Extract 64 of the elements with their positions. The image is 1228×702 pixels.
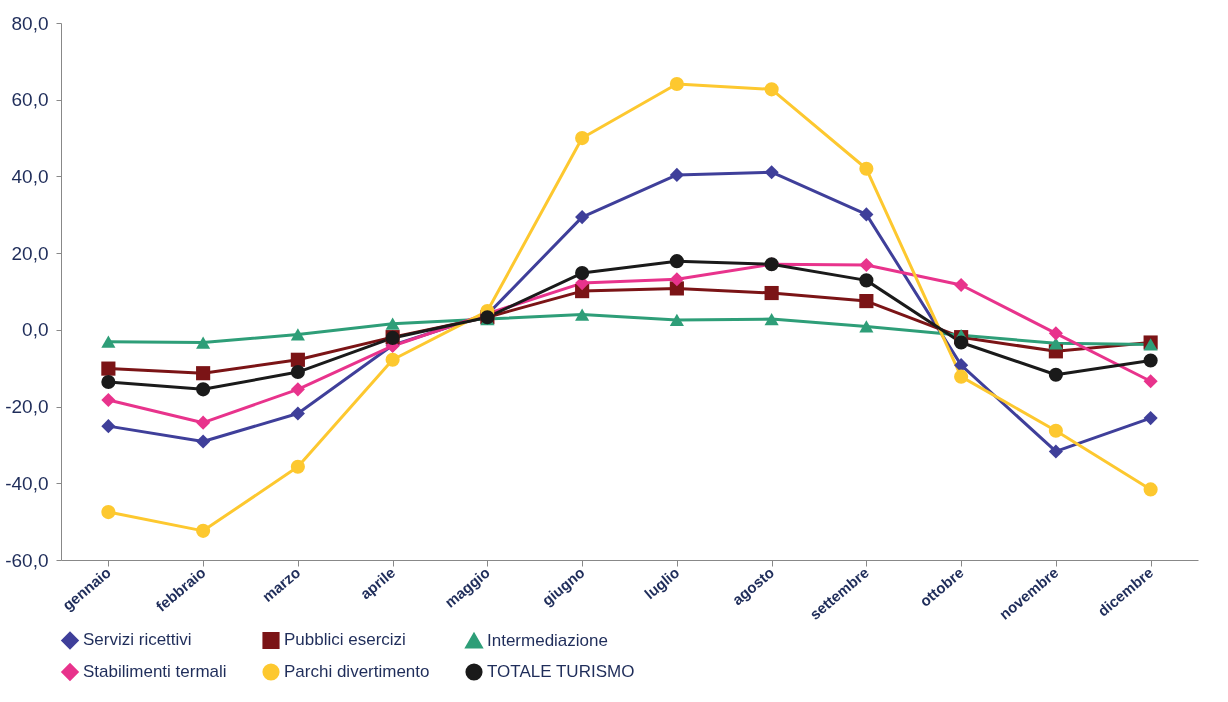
legend-label: Parchi divertimento xyxy=(284,662,430,681)
y-tick-label: -40,0 xyxy=(5,472,49,494)
y-tick-label: 20,0 xyxy=(11,242,49,264)
point xyxy=(859,207,874,222)
legend-label: Servizi ricettivi xyxy=(83,630,192,650)
point xyxy=(101,374,116,390)
point xyxy=(669,76,684,92)
point xyxy=(1048,326,1063,341)
point xyxy=(669,167,684,182)
y-tick-label: 0,0 xyxy=(22,319,49,341)
point xyxy=(954,335,969,350)
point xyxy=(1143,353,1158,368)
legend-label: Pubblici esercizi xyxy=(284,630,406,650)
point xyxy=(764,82,779,97)
point xyxy=(859,161,874,176)
point xyxy=(669,254,684,269)
point xyxy=(196,434,211,449)
point xyxy=(290,352,305,367)
point xyxy=(764,165,779,180)
point xyxy=(101,419,116,434)
point xyxy=(1048,423,1063,438)
point xyxy=(290,364,305,380)
point xyxy=(1143,482,1158,497)
point xyxy=(385,317,400,330)
point xyxy=(196,415,211,430)
point xyxy=(859,257,874,273)
point xyxy=(101,361,116,376)
point xyxy=(764,285,779,301)
y-tick-label: 80,0 xyxy=(11,12,49,34)
y-tick-label: 40,0 xyxy=(11,165,49,187)
point xyxy=(196,523,211,538)
point xyxy=(954,277,969,293)
point xyxy=(859,320,874,333)
point xyxy=(101,335,116,348)
legend-label: Intermediazione xyxy=(487,630,608,650)
point xyxy=(1048,367,1063,382)
point xyxy=(290,459,305,474)
point xyxy=(101,392,116,408)
point xyxy=(859,273,874,288)
point xyxy=(290,382,305,397)
legend-label: TOTALE TURISMO xyxy=(487,662,635,681)
point xyxy=(101,505,116,520)
point xyxy=(669,313,684,327)
y-tick-label: 60,0 xyxy=(11,89,49,111)
point xyxy=(290,328,305,341)
point xyxy=(196,366,211,381)
point xyxy=(1143,411,1158,426)
point xyxy=(1143,374,1158,389)
point xyxy=(575,308,590,321)
point xyxy=(196,336,211,349)
point xyxy=(290,406,305,421)
y-tick-label: -20,0 xyxy=(5,396,49,418)
point xyxy=(859,294,874,309)
point xyxy=(1048,444,1063,459)
point xyxy=(385,352,400,367)
point xyxy=(954,369,969,384)
point xyxy=(575,131,590,146)
point xyxy=(196,382,211,397)
point xyxy=(764,312,779,326)
point xyxy=(575,210,590,225)
point xyxy=(669,272,684,287)
point xyxy=(575,266,590,281)
legend-label: Stabilimenti termali xyxy=(83,662,227,681)
y-tick-label: -60,0 xyxy=(5,549,49,571)
